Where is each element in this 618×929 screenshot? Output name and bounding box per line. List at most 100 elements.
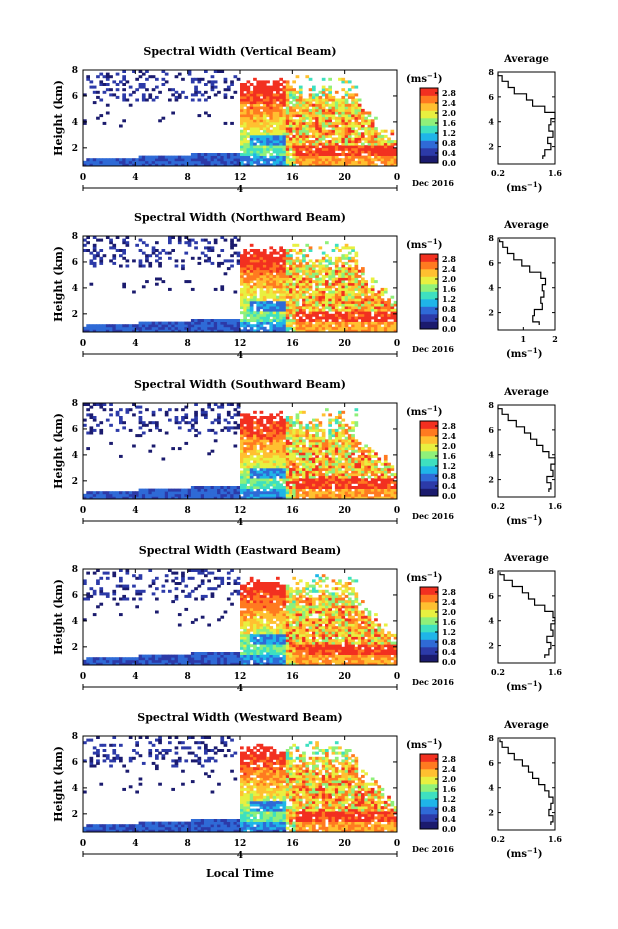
heatmap-cell xyxy=(357,111,362,115)
heatmap-cell xyxy=(341,470,346,474)
heatmap-cell xyxy=(325,140,329,144)
heatmap-cell xyxy=(240,306,244,310)
heatmap-cell xyxy=(341,306,346,310)
heatmap-cell xyxy=(240,426,244,430)
heatmap-cell xyxy=(279,150,283,154)
heatmap-cell xyxy=(240,418,244,422)
heatmap-cell xyxy=(347,295,352,299)
heatmap-cell xyxy=(279,103,283,107)
heatmap-cell xyxy=(357,449,362,453)
heatmap-cell xyxy=(367,111,372,115)
heatmap-cell xyxy=(105,659,110,663)
heatmap-cell xyxy=(92,589,97,593)
heatmap-cell xyxy=(289,274,293,278)
heatmap-cell xyxy=(249,145,254,149)
heatmap-cell xyxy=(145,488,149,492)
heatmap-cell xyxy=(347,277,352,281)
heatmap-cell xyxy=(226,259,231,263)
heatmap-cell xyxy=(305,483,310,487)
heatmap-cell xyxy=(266,319,270,322)
heatmap-cell xyxy=(308,470,313,474)
heatmap-cell xyxy=(269,452,274,456)
heatmap-cell xyxy=(305,449,310,453)
heatmap-cell xyxy=(328,293,332,297)
heatmap-cell xyxy=(259,88,264,92)
heatmap-cell xyxy=(357,163,362,167)
heatmap-cell xyxy=(380,287,385,291)
heatmap-cell xyxy=(119,454,123,458)
heatmap-cell xyxy=(354,316,359,320)
heatmap-cell xyxy=(200,321,205,325)
heatmap-cell xyxy=(315,491,319,495)
heatmap-cell xyxy=(338,467,342,471)
heatmap-cell xyxy=(187,329,192,333)
heatmap-cell xyxy=(158,321,162,325)
heatmap-cell xyxy=(393,321,398,325)
heatmap-cell xyxy=(341,473,346,477)
heatmap-cell xyxy=(377,300,382,304)
x-tick-label: 20 xyxy=(338,173,351,183)
heatmap-cell xyxy=(374,467,378,471)
heatmap-cell xyxy=(318,493,323,497)
heatmap-cell xyxy=(194,421,198,425)
heatmap-cell xyxy=(344,254,349,258)
heatmap-cell xyxy=(259,150,264,154)
heatmap-cell xyxy=(174,90,179,94)
heatmap-cell xyxy=(361,326,365,330)
heatmap-cell xyxy=(344,319,349,322)
heatmap-cell xyxy=(99,114,104,118)
heatmap-cell xyxy=(315,298,319,302)
heatmap-cell xyxy=(259,493,264,497)
heatmap-cell xyxy=(312,127,316,131)
heatmap-cell xyxy=(308,95,313,99)
heatmap-cell xyxy=(240,106,244,110)
heatmap-cell xyxy=(269,103,274,107)
average-x-tick-label: 1 xyxy=(521,334,527,344)
heatmap-cell xyxy=(361,277,365,281)
heatmap-cell xyxy=(132,584,136,588)
heatmap-cell xyxy=(151,75,156,79)
heatmap-cell xyxy=(246,447,251,451)
heatmap-cell xyxy=(285,85,290,89)
heatmap-cell xyxy=(122,491,126,495)
heatmap-cell xyxy=(141,251,146,255)
heatmap-cell xyxy=(279,493,283,497)
heatmap-cell xyxy=(217,418,221,422)
heatmap-cell xyxy=(292,261,296,265)
heatmap-cell xyxy=(377,134,382,138)
heatmap-cell xyxy=(374,132,378,136)
heatmap-cell xyxy=(285,426,290,430)
heatmap-cell xyxy=(318,462,323,466)
heatmap-cell xyxy=(272,313,277,317)
heatmap-cell xyxy=(312,473,316,477)
heatmap-cell xyxy=(308,93,313,97)
heatmap-cell xyxy=(380,475,385,479)
panel-title: Spectral Width (Southward Beam) xyxy=(134,378,346,391)
heatmap-cell xyxy=(223,93,228,97)
heatmap-cell xyxy=(367,319,372,322)
heatmap-cell xyxy=(112,597,117,601)
heatmap-cell xyxy=(354,261,359,265)
heatmap-cell xyxy=(279,132,283,136)
heatmap-cell xyxy=(249,418,254,422)
heatmap-cell xyxy=(112,657,117,661)
heatmap-cell xyxy=(210,158,215,162)
heatmap-cell xyxy=(357,460,362,464)
heatmap-cell xyxy=(197,114,202,118)
heatmap-cell xyxy=(302,483,306,487)
heatmap-cell xyxy=(393,491,398,495)
heatmap-cell xyxy=(276,300,280,304)
heatmap-cell xyxy=(305,436,310,440)
heatmap-cell xyxy=(89,662,94,666)
heatmap-cell xyxy=(119,124,123,128)
heatmap-cell xyxy=(122,657,126,661)
heatmap-cell xyxy=(279,465,283,469)
heatmap-cell xyxy=(233,496,238,500)
heatmap-cell xyxy=(393,316,398,320)
heatmap-cell xyxy=(347,256,352,260)
heatmap-cell xyxy=(259,145,264,149)
heatmap-cell xyxy=(269,85,274,89)
heatmap-cell xyxy=(171,329,175,333)
heatmap-cell xyxy=(387,142,391,146)
heatmap-cell xyxy=(112,254,117,258)
